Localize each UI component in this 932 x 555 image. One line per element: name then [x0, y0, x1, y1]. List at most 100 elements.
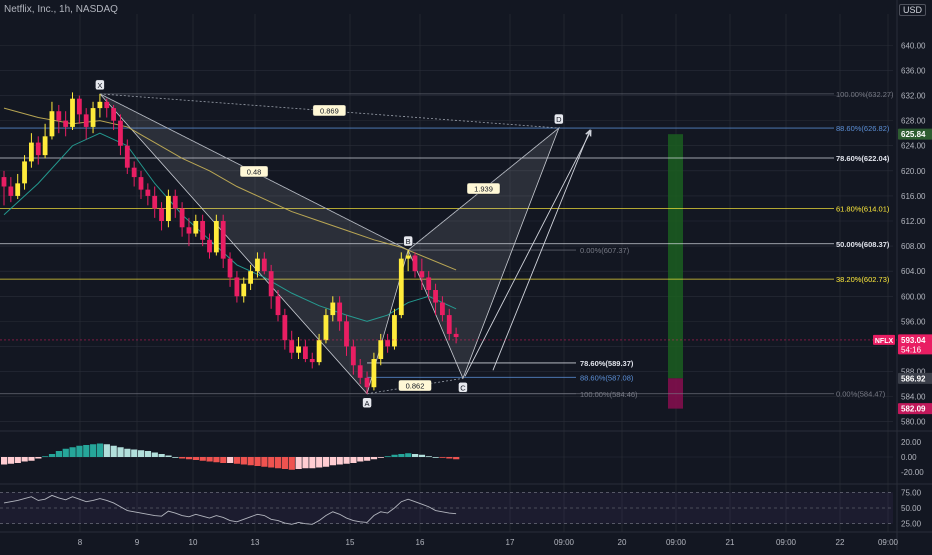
time-tick-label: 09:00 — [666, 538, 687, 547]
candle-body — [330, 302, 336, 316]
macd-bar — [227, 457, 234, 463]
macd-bar — [384, 456, 391, 458]
candle-body — [419, 271, 425, 278]
macd-bar — [213, 457, 220, 463]
price-tick-label: 584.00 — [901, 393, 926, 402]
macd-bar — [322, 457, 330, 467]
price-tick-label: 588.00 — [901, 368, 926, 377]
candle-body — [357, 365, 363, 378]
projection-arrow-parallel — [492, 129, 591, 371]
macd-bar — [179, 457, 186, 459]
currency-badge[interactable]: USD — [898, 4, 926, 16]
macd-bar — [158, 454, 165, 457]
candle-body — [398, 258, 404, 316]
candle-body — [179, 208, 185, 228]
ratio-label-text: 0.862 — [406, 382, 425, 391]
macd-bar — [21, 457, 28, 462]
pattern-point-label: D — [556, 115, 562, 124]
price-marker-text: 586.92 — [901, 374, 926, 383]
macd-bar — [446, 457, 453, 459]
ratio-label-text: 0.869 — [320, 106, 339, 115]
chart-title: Netflix, Inc., 1h, NASDAQ — [4, 4, 118, 15]
candle-body — [433, 290, 438, 303]
macd-bar — [124, 448, 131, 457]
candle-body — [15, 183, 21, 196]
candle-body — [35, 142, 41, 156]
price-marker-text: 582.09 — [901, 405, 926, 414]
price-tick-label: 608.00 — [901, 242, 926, 251]
rsi-tick-label: 25.00 — [901, 520, 922, 529]
candle-body — [172, 195, 178, 209]
pattern-point-badge — [95, 79, 105, 91]
time-tick-label: 10 — [189, 538, 198, 547]
candle-body — [309, 359, 315, 363]
macd-bar — [48, 454, 56, 457]
macd-bar — [165, 455, 172, 457]
macd-bar — [418, 454, 426, 457]
price-axis: 640.00 636.00 632.00 628.00 624.00 620.00 616.… — [901, 41, 926, 426]
candle-body — [152, 195, 158, 209]
time-tick-label: 8 — [78, 538, 83, 547]
macd-bar — [268, 457, 275, 468]
fib-levels: 100.00%(632.27) 88.60%(626.82) 78.60%(622.… — [0, 90, 894, 399]
ratio-label-box — [312, 104, 347, 117]
macd-bar — [172, 457, 179, 458]
candle-body — [22, 161, 27, 184]
macd-bar — [96, 443, 104, 457]
candle-body — [378, 340, 384, 359]
pattern-point-label: B — [406, 237, 411, 246]
candle-body — [296, 346, 301, 353]
price-marker: 625.84 — [898, 128, 932, 140]
candle-body — [268, 271, 274, 297]
candle-body — [405, 255, 411, 259]
harmonic-pattern — [99, 93, 592, 395]
pattern-point-a: A — [362, 397, 372, 409]
candle-body — [29, 142, 34, 162]
price-tick-label: 628.00 — [901, 117, 926, 126]
macd-bar — [131, 449, 138, 457]
projection-arrow-to-d — [464, 130, 592, 377]
long-position-target-zone — [668, 134, 683, 379]
price-tick-label: 640.00 — [901, 41, 926, 50]
time-tick-label: 22 — [836, 538, 845, 547]
price-marker-bg — [898, 403, 932, 415]
macd-bar — [453, 457, 460, 460]
pattern-point-label: A — [365, 399, 370, 408]
time-tick-label: 09:00 — [776, 538, 797, 547]
macd-bar — [391, 454, 398, 457]
candle-body — [426, 277, 432, 290]
macd-bar — [357, 457, 364, 462]
candle-body — [186, 227, 192, 234]
fib-level-label: 78.60%(622.04) — [836, 154, 890, 163]
macd-bar — [377, 457, 384, 458]
candle-body — [248, 271, 253, 284]
candle-body — [282, 315, 288, 341]
pattern-point-label: C — [460, 383, 466, 392]
fib-level-label: 88.60%(587.08) — [580, 373, 634, 382]
macd-bar — [432, 457, 439, 458]
fib-level-label: 100.00%(632.27) — [836, 90, 894, 99]
macd-bar — [425, 456, 432, 458]
macd-bar — [69, 447, 76, 457]
rsi-tick-label: 50.00 — [901, 504, 922, 513]
price-marker: 582.09 — [898, 403, 932, 415]
macd-bar — [370, 457, 378, 460]
rsi-tick-label: 75.00 — [901, 488, 922, 497]
price-tick-label: 596.00 — [901, 317, 926, 326]
projection-arrow-parallel-head — [585, 129, 591, 137]
candle-body — [8, 186, 14, 196]
macd-bar — [110, 445, 117, 457]
macd-bar — [233, 457, 241, 464]
candle-body — [289, 340, 295, 353]
fib-level-label: 0.00%(607.37) — [580, 246, 630, 255]
macd-bar — [247, 457, 254, 466]
candle-body — [97, 101, 103, 109]
pattern-point-c: C — [458, 382, 468, 393]
macd-bar — [62, 448, 69, 457]
time-tick-label: 21 — [726, 538, 735, 547]
price-marker-text: 625.84 — [901, 130, 926, 139]
macd-bar — [295, 457, 302, 469]
